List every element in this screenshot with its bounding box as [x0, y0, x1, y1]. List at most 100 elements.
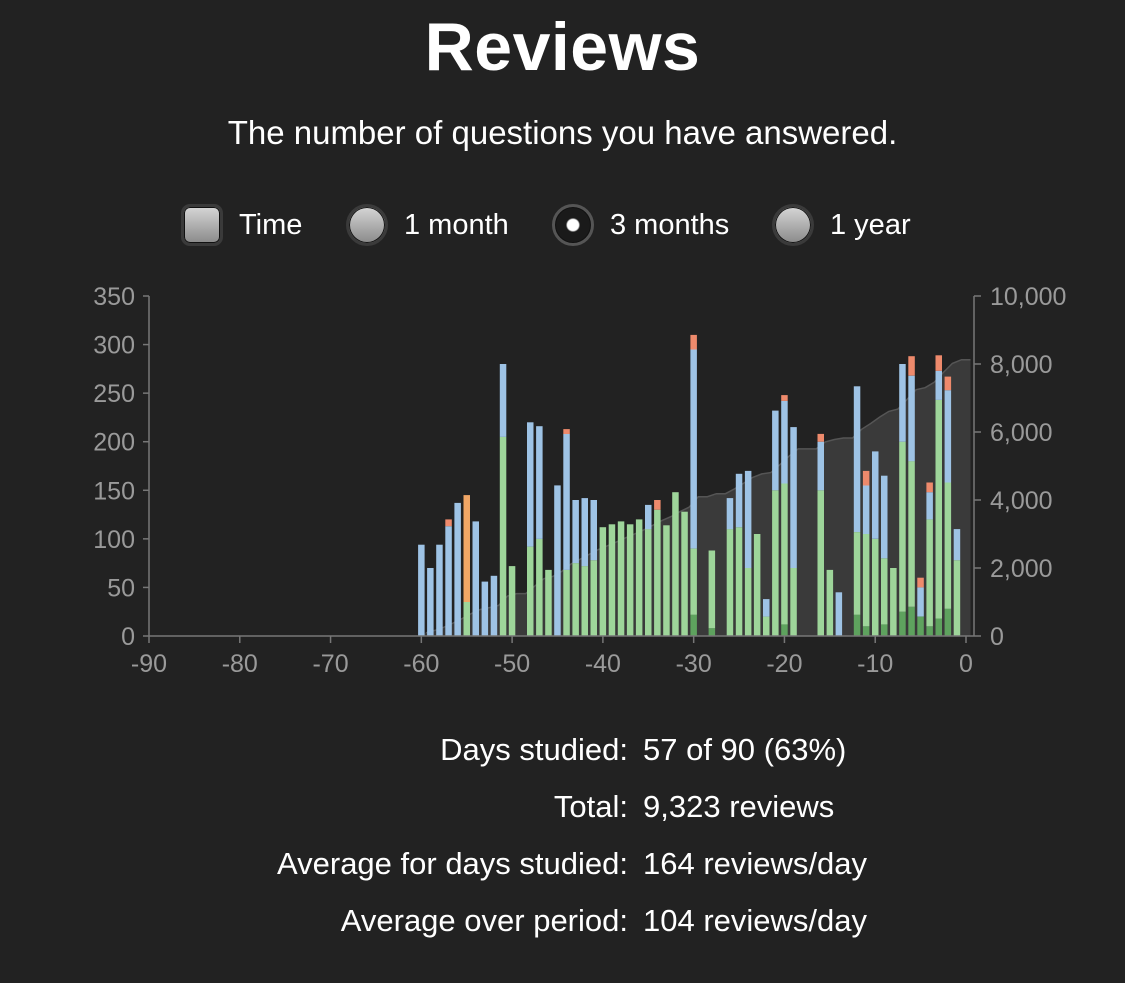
bar-relearn — [654, 500, 661, 510]
left-tick-label: 350 — [93, 283, 135, 311]
bar-young — [735, 527, 743, 636]
bar-learn — [881, 475, 888, 559]
bar-relearn — [917, 577, 924, 588]
right-tick-label: 8,000 — [990, 351, 1053, 379]
x-tick-label: -70 — [312, 650, 348, 678]
1-year-radio[interactable] — [772, 204, 814, 246]
option-1-year[interactable]: 1 year — [772, 198, 911, 252]
left-tick-label: 150 — [93, 477, 135, 505]
bar-learn — [418, 544, 425, 636]
bar-learn — [726, 498, 734, 530]
option-3-months[interactable]: 3 months — [552, 198, 729, 252]
bar-young — [726, 529, 734, 636]
bar-learn — [899, 364, 906, 442]
bar-learn — [944, 390, 952, 483]
bar-learn — [953, 529, 961, 561]
bar-young — [681, 511, 688, 636]
x-tick-label: -40 — [585, 650, 621, 678]
stat-value: 104 reviews/day — [643, 903, 868, 938]
x-tick-label: -30 — [676, 650, 712, 678]
bar-learn — [735, 473, 743, 528]
bar-learn — [454, 502, 461, 636]
bar-learn — [581, 498, 588, 567]
bar-young — [908, 461, 915, 607]
left-tick-label: 300 — [93, 332, 135, 360]
option-time[interactable]: Time — [181, 198, 302, 252]
bar-young — [790, 568, 797, 636]
bar-learn — [499, 364, 507, 437]
reviews-chart: 0 50 100 150 200 250 300 350 0 2,000 4,000 6,000 8,0… — [93, 283, 1066, 678]
bar-young — [899, 441, 906, 612]
bar-early — [463, 495, 470, 602]
x-tick-label: -60 — [403, 650, 439, 678]
bar-young — [690, 548, 697, 615]
bar-learn — [781, 400, 788, 484]
left-tick-label: 100 — [93, 526, 135, 554]
x-tick-label: -50 — [494, 650, 530, 678]
bar-mature — [899, 611, 906, 636]
bar-young — [672, 492, 679, 636]
right-tick-label: 10,000 — [990, 283, 1066, 311]
bar-learn — [772, 410, 779, 491]
bar-learn — [572, 500, 579, 564]
bar-learn — [490, 575, 498, 636]
x-tick-label: -80 — [222, 650, 258, 678]
bar-young — [663, 525, 670, 636]
bar-learn — [835, 592, 843, 636]
left-tick-label: 200 — [93, 429, 135, 457]
bar-mature — [881, 624, 888, 636]
bar-young — [753, 534, 761, 636]
bar-young — [772, 490, 779, 636]
right-tick-label: 2,000 — [990, 555, 1053, 583]
bar-learn — [563, 433, 570, 570]
bar-young — [590, 560, 597, 636]
bar-mature — [708, 628, 716, 636]
bar-young — [536, 538, 543, 636]
bar-learn — [908, 375, 915, 462]
1-month-radio[interactable] — [346, 204, 388, 246]
bar-young — [599, 527, 607, 636]
bar-young — [581, 566, 588, 636]
bar-young — [890, 568, 897, 636]
bar-learn — [445, 526, 452, 636]
bar-relearn — [563, 429, 570, 434]
bar-mature — [862, 626, 870, 636]
bar-young — [935, 399, 942, 619]
option-1-month-label: 1 month — [404, 208, 509, 241]
time-checkbox[interactable] — [181, 204, 223, 246]
bar-young — [617, 521, 625, 636]
option-time-label: Time — [239, 208, 303, 241]
stat-row-average-days-studied: Average for days studied: 164 reviews/da… — [0, 846, 1125, 886]
stat-label: Average for days studied: — [277, 846, 628, 881]
bar-young — [872, 538, 879, 636]
bar-young — [926, 519, 933, 627]
page-subtitle: The number of questions you have answere… — [227, 114, 898, 151]
bar-learn — [853, 386, 861, 532]
bar-learn — [472, 521, 479, 636]
page-title: Reviews — [424, 9, 701, 85]
bar-mature — [926, 626, 933, 636]
bar-young — [853, 532, 861, 615]
x-tick-label: -20 — [766, 650, 802, 678]
bar-relearn — [908, 356, 915, 376]
option-1-month[interactable]: 1 month — [346, 198, 509, 252]
bar-relearn — [862, 470, 870, 486]
stat-value: 164 reviews/day — [643, 846, 868, 881]
bar-learn — [436, 544, 443, 636]
bar-relearn — [690, 334, 697, 350]
stat-label: Average over period: — [340, 903, 628, 938]
3-months-radio[interactable] — [552, 204, 594, 246]
bar-relearn — [935, 355, 942, 371]
bar-mature — [944, 608, 952, 636]
stat-row-total: Total: 9,323 reviews — [0, 789, 1125, 829]
bar-learn — [744, 470, 752, 568]
bar-learn — [926, 492, 933, 520]
bar-young — [708, 550, 716, 629]
bar-young — [463, 602, 470, 636]
bar-young — [944, 482, 952, 609]
bar-learn — [790, 427, 797, 568]
bar-young — [499, 436, 507, 636]
stat-label: Days studied: — [440, 732, 628, 767]
bar-mature — [917, 616, 924, 636]
